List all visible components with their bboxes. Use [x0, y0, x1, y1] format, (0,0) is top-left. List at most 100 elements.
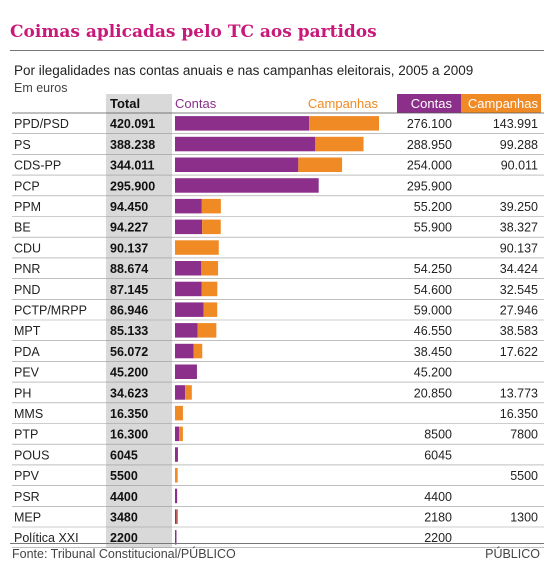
party-label: PND [14, 283, 40, 297]
legend-contas: Contas [175, 96, 217, 111]
bar-campanhas [179, 426, 183, 442]
party-label: PS [14, 138, 31, 152]
footer-brand: PÚBLICO [485, 547, 540, 561]
bar-contas [175, 219, 203, 235]
total-value: 90.137 [110, 241, 148, 255]
contas-value: 254.000 [407, 159, 452, 173]
contas-value: 4400 [424, 490, 452, 504]
contas-value: 55.200 [414, 200, 452, 214]
campanhas-value: 143.991 [493, 117, 538, 131]
party-label: PSR [14, 490, 40, 504]
total-value: 388.238 [110, 138, 155, 152]
campanhas-header-box [461, 94, 541, 113]
bar-contas [175, 447, 178, 462]
party-label: CDS-PP [14, 159, 61, 173]
total-value: 85.133 [110, 324, 148, 338]
party-label: PCP [14, 179, 40, 193]
party-label: PNR [14, 262, 40, 276]
campanhas-value: 38.327 [500, 221, 538, 235]
bar-campanhas [201, 198, 221, 214]
party-label: POUS [14, 448, 49, 462]
total-value: 344.011 [110, 159, 155, 173]
party-label: MMS [14, 407, 43, 421]
total-value: 6045 [110, 448, 138, 462]
contas-value: 38.450 [414, 345, 452, 359]
campanhas-value: 16.350 [500, 407, 538, 421]
party-label: MPT [14, 324, 41, 338]
campanhas-value: 27.946 [500, 304, 538, 318]
total-header: Total [110, 96, 140, 111]
contas-value: 295.900 [407, 179, 452, 193]
footer-rule [10, 543, 544, 544]
contas-value: 276.100 [407, 117, 452, 131]
total-value: 2200 [110, 531, 138, 545]
party-label: PTP [14, 428, 38, 442]
party-label: PEV [14, 366, 40, 380]
total-value: 295.900 [110, 179, 155, 193]
total-value: 86.946 [110, 304, 148, 318]
total-value: 45.200 [110, 366, 148, 380]
total-value: 5500 [110, 469, 138, 483]
bar-contas [175, 426, 180, 442]
party-label: BE [14, 221, 31, 235]
bar-contas [175, 157, 299, 172]
party-label: PPM [14, 200, 41, 214]
bar-campanhas [185, 385, 192, 400]
bar-campanhas [203, 302, 218, 317]
bar-contas [175, 302, 204, 317]
footer-source: Fonte: Tribunal Constitucional/PÚBLICO [12, 547, 236, 561]
bar-contas [175, 198, 202, 214]
bar-campanhas [309, 116, 379, 131]
chart-subtitle: Por ilegalidades nas contas anuais e nas… [14, 63, 474, 78]
bar-contas [175, 178, 319, 193]
total-value: 56.072 [110, 345, 148, 359]
bar-contas [175, 116, 310, 131]
bar-contas [175, 136, 316, 152]
campanhas-value: 39.250 [500, 200, 538, 214]
legend-campanhas: Campanhas [308, 96, 379, 111]
campanhas-value: 7800 [510, 428, 538, 442]
contas-value: 54.600 [414, 283, 452, 297]
contas-value: 55.900 [414, 221, 452, 235]
contas-value: 6045 [424, 448, 452, 462]
total-value: 4400 [110, 490, 138, 504]
total-value: 94.450 [110, 200, 148, 214]
campanhas-value: 32.545 [500, 283, 538, 297]
bar-campanhas [197, 323, 217, 338]
contas-value: 20.850 [414, 386, 452, 400]
contas-value: 59.000 [414, 304, 452, 318]
contas-value: 288.950 [407, 138, 452, 152]
bar-contas [175, 364, 197, 379]
bar-contas [175, 530, 177, 545]
total-value: 88.674 [110, 262, 148, 276]
title-rule [10, 50, 544, 51]
party-label: PPD/PSD [14, 117, 69, 131]
campanhas-value: 17.622 [500, 345, 538, 359]
contas-value: 8500 [424, 428, 452, 442]
contas-value: 2200 [424, 531, 452, 545]
bar-campanhas [201, 281, 218, 297]
party-label: MEP [14, 511, 41, 525]
bar-campanhas [176, 509, 178, 524]
campanhas-column-header: Campanhas [468, 96, 539, 111]
party-label: CDU [14, 241, 41, 255]
party-label: PPV [14, 469, 40, 483]
bar-campanhas [175, 240, 219, 255]
contas-value: 54.250 [414, 262, 452, 276]
bar-contas [175, 509, 177, 524]
contas-column-header: Contas [411, 96, 453, 111]
party-label: Política XXI [14, 531, 79, 545]
bar-contas [175, 343, 194, 359]
total-value: 16.350 [110, 407, 148, 421]
total-value: 94.227 [110, 221, 148, 235]
bar-contas [175, 261, 202, 276]
party-label: PDA [14, 345, 40, 359]
contas-header-box [397, 94, 461, 113]
party-label: PH [14, 386, 31, 400]
bar-campanhas [201, 261, 219, 276]
total-value: 87.145 [110, 283, 148, 297]
bar-campanhas [193, 343, 203, 359]
campanhas-value: 99.288 [500, 138, 538, 152]
total-column-bg [106, 94, 172, 548]
